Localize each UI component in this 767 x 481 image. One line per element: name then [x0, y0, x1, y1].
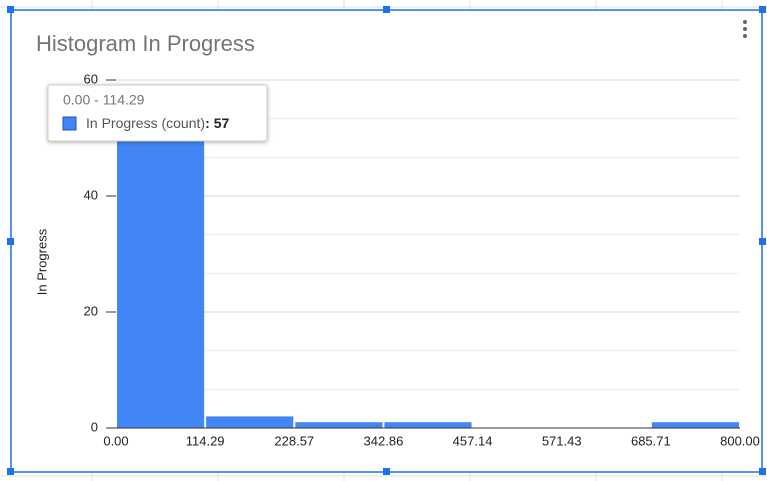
bar: [206, 416, 294, 428]
x-tick-label: 228.57: [274, 433, 314, 448]
tooltip-series: In Progress (count): [86, 115, 205, 131]
resize-handles[interactable]: [7, 6, 766, 475]
bar: [651, 422, 739, 428]
menu-button[interactable]: [743, 20, 747, 38]
chart-title: Histogram In Progress: [36, 31, 255, 56]
y-tick-label: 0: [91, 419, 98, 434]
tooltip-title: 0.00 - 114.29: [63, 92, 145, 108]
bar: [295, 422, 383, 428]
x-tick-label: 342.86: [364, 433, 404, 448]
x-tick-label: 457.14: [453, 433, 493, 448]
x-tick-label: 800.00: [720, 433, 760, 448]
tooltip-box: [47, 84, 268, 142]
tooltip-line: In Progress (count): 57: [86, 115, 230, 131]
tooltip: 0.00 - 114.29 In Progress (count): 57: [47, 84, 268, 142]
tooltip-swatch: [62, 116, 77, 131]
y-tick-label: 20: [84, 303, 98, 318]
x-tick-label: 114.29: [186, 433, 225, 448]
y-axis-title: In Progress: [34, 228, 49, 295]
x-tick-label: 0.00: [103, 433, 128, 448]
y-tick-label: 60: [84, 71, 98, 86]
tooltip-separator: :: [205, 115, 210, 131]
bar: [117, 97, 205, 429]
y-tick-label: 40: [84, 187, 98, 202]
bar: [384, 422, 472, 428]
tooltip-value: 57: [214, 115, 230, 131]
x-tick-label: 571.43: [542, 433, 582, 448]
x-tick-label: 685.71: [631, 433, 671, 448]
